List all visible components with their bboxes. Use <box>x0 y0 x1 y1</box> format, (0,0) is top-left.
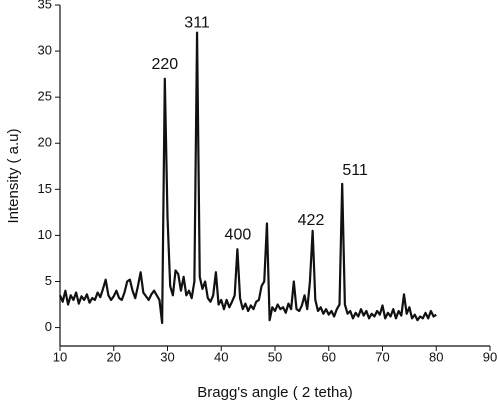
peak-label: 511 <box>342 162 368 179</box>
x-axis-title: Bragg's angle ( 2 tetha) <box>197 384 352 401</box>
x-tick-label: 20 <box>107 349 121 364</box>
y-tick-label: 25 <box>38 89 52 104</box>
y-tick-label: 5 <box>45 273 52 288</box>
x-tick-label: 10 <box>53 349 67 364</box>
y-axis-title: Intensity ( a.u) <box>5 128 22 223</box>
y-tick-label: 30 <box>38 43 52 58</box>
x-tick-label: 80 <box>429 349 443 364</box>
peak-label: 220 <box>151 56 178 73</box>
data-line <box>58 31 437 325</box>
y-tick-label: 10 <box>38 227 52 242</box>
x-tick-label: 50 <box>268 349 282 364</box>
y-tick-label: 35 <box>38 0 52 11</box>
x-tick-label: 60 <box>322 349 336 364</box>
x-tick-label: 30 <box>160 349 174 364</box>
peak-label: 311 <box>184 15 210 32</box>
y-tick-label: 20 <box>38 135 52 150</box>
peak-label: 422 <box>298 212 325 229</box>
y-tick-label: 15 <box>38 181 52 196</box>
y-tick-label: 0 <box>45 319 52 334</box>
peak-label: 400 <box>225 227 252 244</box>
x-tick-label: 90 <box>483 349 497 364</box>
x-tick-label: 40 <box>214 349 228 364</box>
x-tick-label: 70 <box>375 349 389 364</box>
